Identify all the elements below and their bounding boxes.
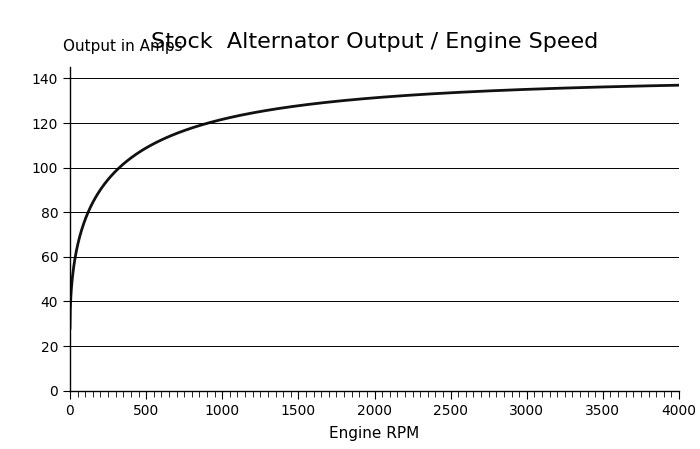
Text: Output in Amps: Output in Amps	[63, 39, 183, 54]
X-axis label: Engine RPM: Engine RPM	[330, 426, 419, 441]
Title: Stock  Alternator Output / Engine Speed: Stock Alternator Output / Engine Speed	[151, 32, 598, 52]
